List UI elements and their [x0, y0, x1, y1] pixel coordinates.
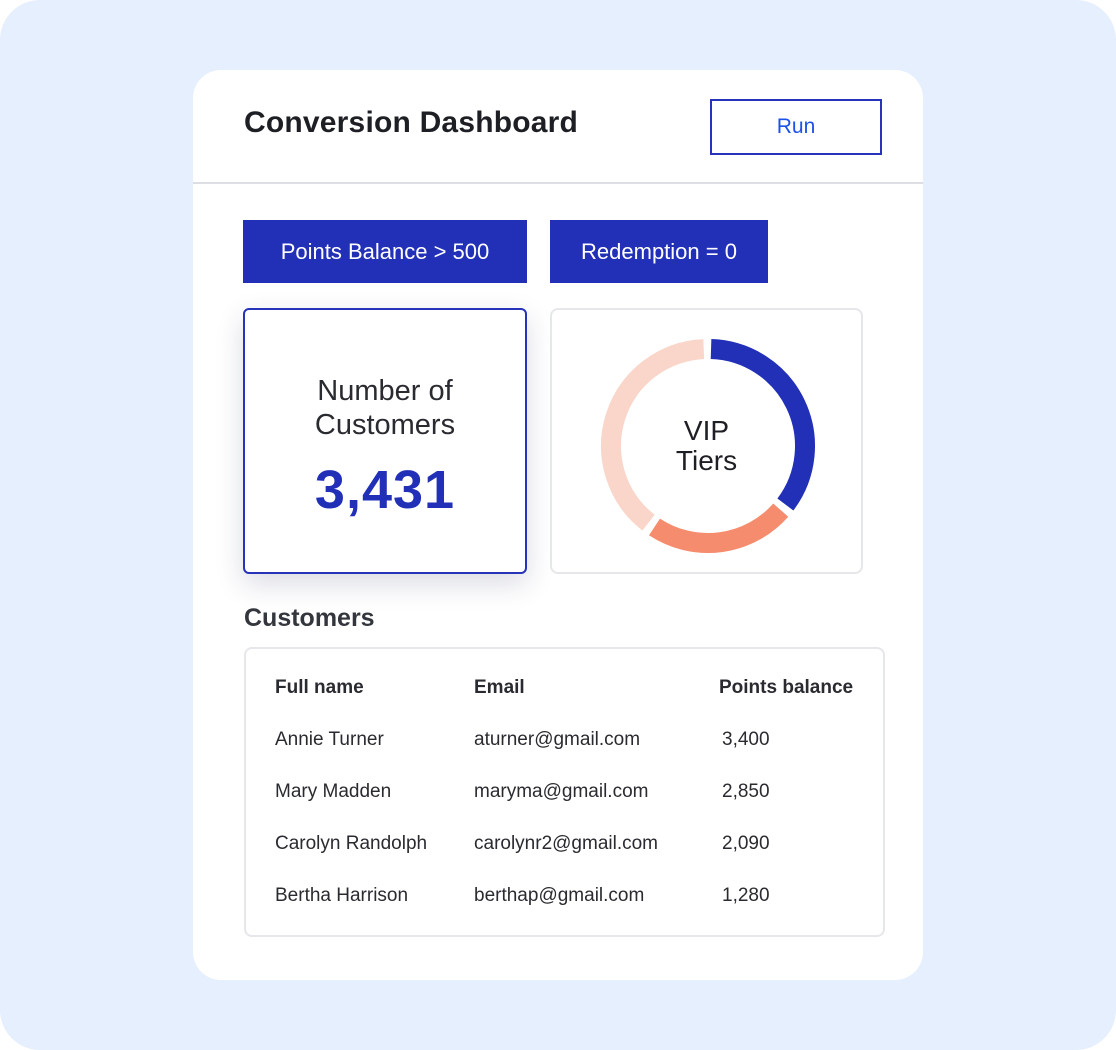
cell-email: berthap@gmail.com	[474, 885, 645, 906]
column-header-full-name[interactable]: Full name	[275, 677, 364, 698]
cell-full-name: Bertha Harrison	[275, 885, 409, 906]
donut-segment-3[interactable]	[601, 339, 705, 531]
vip-tiers-donut-chart	[601, 339, 815, 553]
kpi-label-line2: Customers	[314, 409, 456, 441]
donut-label-line1: VIP	[683, 415, 730, 446]
kpi-card-number-of-customers[interactable]: Number of Customers 3,431	[243, 308, 527, 574]
donut-segment-1[interactable]	[710, 339, 815, 511]
filter-chip-points-balance[interactable]: Points Balance > 500	[243, 220, 527, 283]
column-header-points-balance[interactable]: Points balance	[719, 677, 854, 698]
cell-full-name: Annie Turner	[275, 729, 384, 750]
donut-label-line2: Tiers	[675, 445, 738, 476]
cell-full-name: Mary Madden	[275, 781, 392, 802]
donut-segment-2[interactable]	[648, 503, 789, 553]
page-title: Conversion Dashboard	[244, 106, 579, 139]
cell-points-balance: 2,090	[722, 833, 770, 854]
donut-card-vip-tiers[interactable]: VIP Tiers	[550, 308, 863, 574]
cell-points-balance: 3,400	[722, 729, 770, 750]
cell-email: maryma@gmail.com	[474, 781, 649, 802]
kpi-label: Number of Customers	[245, 374, 525, 442]
card-header: Conversion Dashboard Run	[193, 70, 923, 184]
kpi-value: 3,431	[314, 460, 456, 520]
column-header-email[interactable]: Email	[474, 677, 525, 698]
cell-email: aturner@gmail.com	[474, 729, 641, 750]
cell-email: carolynr2@gmail.com	[474, 833, 659, 854]
cell-points-balance: 2,850	[722, 781, 770, 802]
run-button[interactable]: Run	[710, 99, 882, 155]
cell-points-balance: 1,280	[722, 885, 770, 906]
filter-chip-redemption[interactable]: Redemption = 0	[550, 220, 768, 283]
cell-full-name: Carolyn Randolph	[275, 833, 428, 854]
customers-table: Full name Email Points balance Annie Tur…	[244, 647, 885, 937]
customers-section-title: Customers	[244, 604, 375, 632]
dashboard-card: Conversion Dashboard Run Points Balance …	[193, 70, 923, 980]
kpi-label-line1: Number of	[317, 375, 453, 407]
